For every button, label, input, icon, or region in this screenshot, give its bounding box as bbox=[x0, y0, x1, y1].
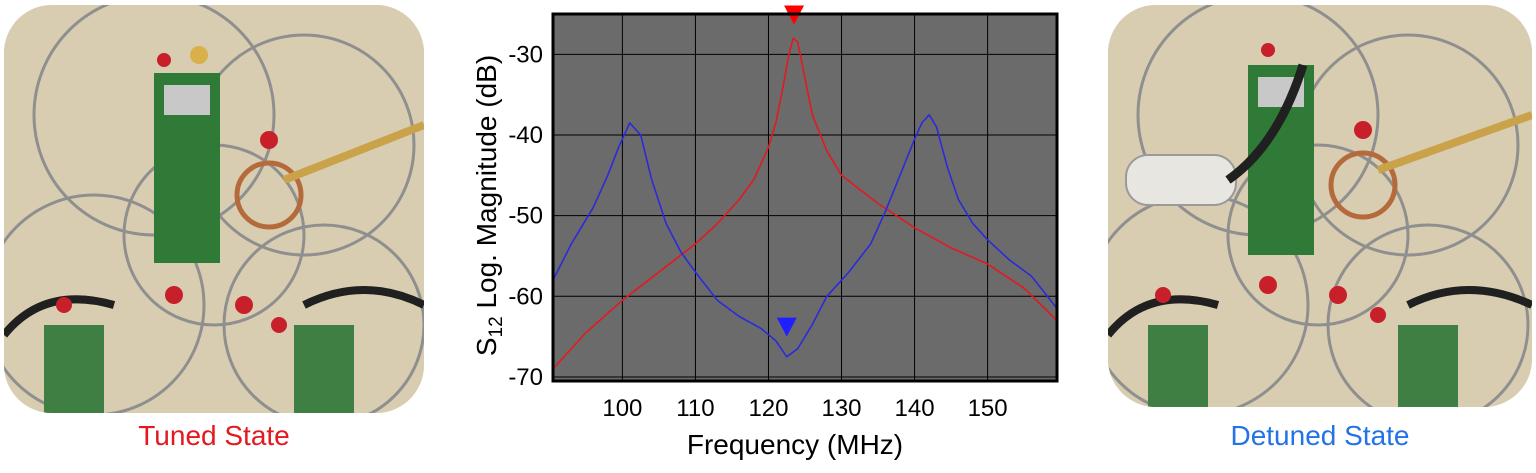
x-axis-label: Frequency (MHz) bbox=[687, 429, 903, 460]
y-tick-label: -40 bbox=[508, 122, 543, 149]
detuned-state-photo bbox=[1108, 5, 1532, 407]
y-tick-label: -60 bbox=[508, 283, 543, 310]
series-line-1 bbox=[553, 37, 1057, 370]
coil-array-photo-tuned bbox=[4, 5, 424, 413]
coil-array-photo-detuned bbox=[1108, 5, 1532, 407]
x-tick-label: 140 bbox=[895, 395, 935, 422]
x-tick-label: 110 bbox=[676, 395, 714, 422]
x-tick-label: 120 bbox=[748, 395, 788, 422]
x-tick-label: 130 bbox=[821, 395, 861, 422]
y-tick-label: -30 bbox=[508, 41, 543, 68]
y-axis-label-sub: 12 bbox=[486, 316, 507, 337]
y-axis-label: S12 Log. Magnitude (dB) bbox=[471, 55, 507, 356]
y-tick-label: -50 bbox=[508, 203, 543, 230]
s12-chart: 100 110 120 130 140 150 -30 -40 -50 -60 -70 Frequen… bbox=[460, 0, 1080, 468]
x-tick-label: 150 bbox=[968, 395, 1008, 422]
y-tick-label: -70 bbox=[508, 364, 543, 391]
detuned-state-caption: Detuned State bbox=[1230, 420, 1410, 451]
series-line-2 bbox=[553, 114, 1057, 358]
x-tick-label: 100 bbox=[602, 395, 642, 422]
y-axis-label-rest: Log. Magnitude (dB) bbox=[471, 55, 502, 317]
plot-frame bbox=[551, 12, 1059, 383]
tuned-state-photo bbox=[4, 5, 424, 413]
plot-area bbox=[553, 14, 1057, 381]
chart-svg: 100 110 120 130 140 150 -30 -40 -50 -60 -70 Frequen… bbox=[471, 5, 1059, 460]
tuned-state-caption: Tuned State bbox=[138, 420, 290, 451]
marker-triangle-2 bbox=[776, 317, 797, 337]
y-axis-label-main: S bbox=[471, 337, 502, 356]
